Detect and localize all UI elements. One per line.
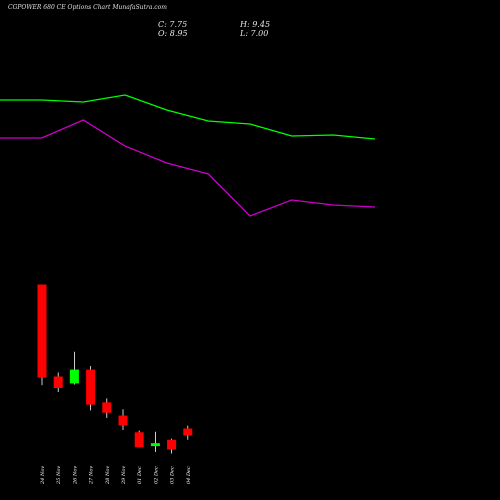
x-tick-label: 03 Dec [170,466,176,484]
x-tick-label: 27 Nov [89,466,95,485]
candle [167,438,177,454]
candle [37,284,47,386]
x-tick-label: 28 Nov [105,466,111,485]
x-tick-label: 25 Nov [56,466,62,485]
candle [53,372,63,393]
candle-body [134,432,144,448]
chart-title: CGPOWER 680 CE Options Chart MunafaSutra… [8,4,167,11]
candle [102,398,112,418]
candle-body [150,443,160,447]
indicator-line-2 [0,119,376,217]
candle-body [102,402,112,413]
x-tick-label: 04 Dec [186,466,192,484]
candle-body [183,428,193,436]
open-value: O: 8.95 [158,29,188,38]
x-tick-label: 02 Dec [153,466,159,484]
x-tick-label: 29 Nov [121,466,127,485]
candle-body [86,369,96,405]
x-tick-label: 01 Dec [137,466,143,484]
candle-body [167,439,177,450]
high-value: H: 9.45 [240,20,271,29]
candle-body [118,415,128,426]
candle [118,409,128,430]
candle-body [69,369,79,384]
candle [69,351,79,385]
candle [86,366,96,411]
candle-body [37,284,47,378]
indicator-line-1 [0,94,376,140]
candle [183,425,193,440]
candle-body [53,376,63,388]
candle [134,430,144,448]
candles [37,284,193,454]
x-tick-label: 26 Nov [72,466,78,485]
x-axis-labels: 24 Nov 25 Nov 26 Nov 27 Nov 28 Nov 29 Nov 01 D… [40,466,192,485]
indicator-lines [0,94,376,217]
low-value: L: 7.00 [240,29,269,38]
close-value: C: 7.75 [158,20,188,29]
x-tick-label: 24 Nov [40,466,46,485]
candle [150,431,160,452]
